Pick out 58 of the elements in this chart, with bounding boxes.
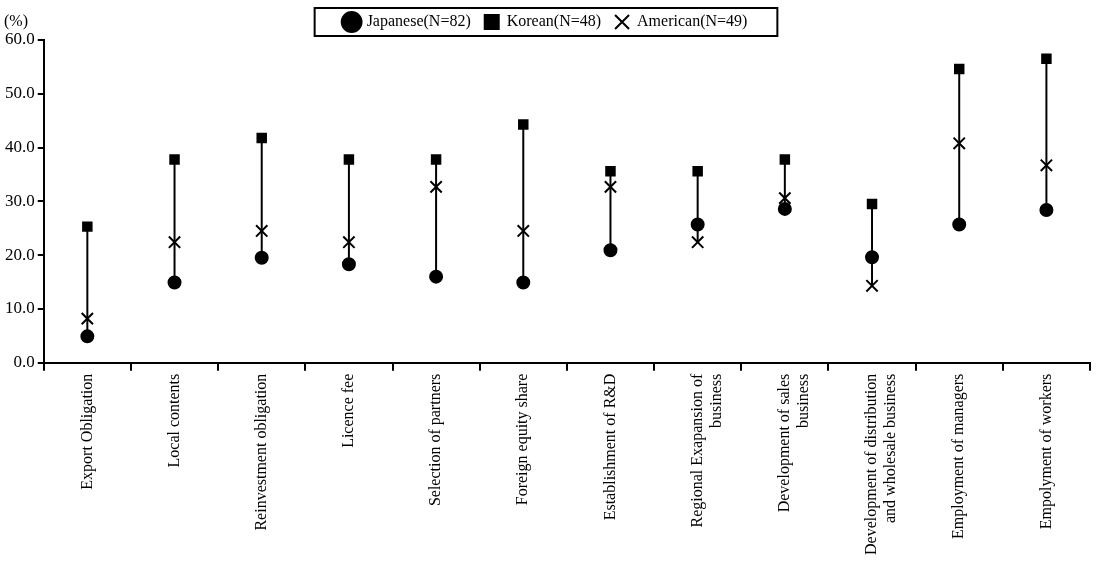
x-tick-label: Local contents: [164, 373, 182, 468]
legend-label: Korean(N=48): [506, 12, 602, 31]
point: [80, 329, 95, 344]
point: [777, 201, 792, 216]
y-tick-label: 20.0: [5, 244, 35, 264]
y-tick-label: 60.0: [5, 29, 35, 49]
point: [167, 275, 182, 290]
point: [692, 165, 703, 177]
point: [518, 119, 529, 130]
y-tick-label: 50.0: [5, 83, 35, 103]
y-tick-label: 10.0: [5, 298, 35, 318]
point: [690, 217, 705, 232]
point: [429, 180, 443, 194]
point: [1041, 53, 1052, 65]
point: [169, 154, 180, 165]
point: [256, 132, 267, 144]
legend-label: Japanese(N=82): [366, 12, 471, 31]
point: [603, 180, 618, 194]
y-tick-label: 40.0: [5, 137, 35, 157]
point: [254, 250, 269, 265]
point: [605, 165, 616, 177]
point: [516, 275, 531, 290]
x-tick-label: Empolyment of workers: [1036, 373, 1055, 530]
point: [167, 235, 182, 249]
point: [80, 311, 94, 326]
point: [1039, 202, 1054, 217]
x-tick-label: Reinvestment obligation: [251, 373, 270, 531]
point: [430, 154, 442, 165]
x-tick-label: Employment of managers: [949, 373, 968, 539]
y-axis-title: (%): [4, 12, 28, 31]
x-tick-label: Establishment of R&D: [600, 373, 618, 521]
point: [865, 250, 880, 265]
point: [953, 63, 965, 75]
point: [429, 269, 444, 284]
point: [255, 224, 269, 238]
point: [343, 154, 355, 165]
x-tick-label: Selection of partners: [426, 373, 445, 507]
y-tick-label: 0.0: [13, 352, 35, 372]
x-tick-label: Development of sales business: [775, 373, 812, 513]
point: [952, 136, 966, 150]
point: [952, 217, 967, 232]
point: [866, 198, 878, 210]
legend-label: American(N=49): [637, 12, 748, 31]
x-tick-label: Regional Exapansion of business: [687, 373, 725, 528]
point: [779, 154, 791, 165]
point: [865, 279, 879, 293]
x-tick-label: Licence fee: [339, 373, 357, 448]
point: [691, 235, 705, 249]
x-tick-label: Foreign equity share: [513, 373, 532, 506]
y-tick-label: 30.0: [5, 190, 35, 210]
point: [342, 235, 356, 249]
point: [82, 221, 93, 232]
point: [341, 257, 356, 272]
point: [1039, 158, 1054, 172]
point: [603, 243, 618, 258]
x-tick-label: Export Obligation: [77, 373, 96, 490]
point: [516, 224, 530, 238]
point: [778, 191, 792, 205]
